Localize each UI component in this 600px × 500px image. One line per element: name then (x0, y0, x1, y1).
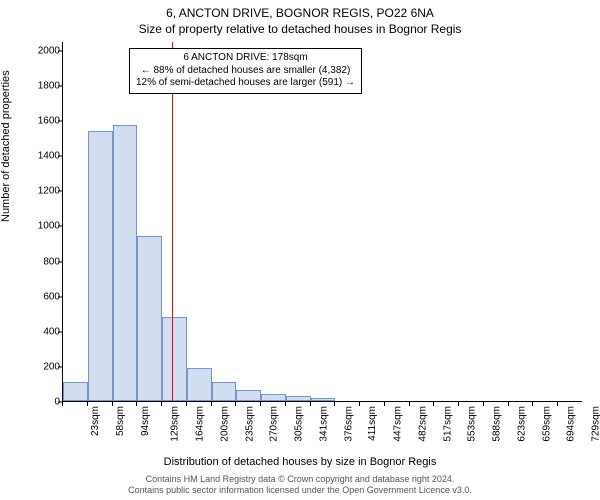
x-tick-label: 200sqm (219, 406, 230, 442)
annotation-line1: 6 ANCTON DRIVE: 178sqm (136, 52, 355, 65)
histogram-bar (88, 131, 113, 401)
x-tick-mark (508, 402, 509, 406)
y-tick-label: 2000 (0, 45, 60, 56)
histogram-bar (187, 368, 212, 401)
y-tick-label: 800 (0, 256, 60, 267)
x-tick-mark (433, 402, 434, 406)
x-tick-mark (285, 402, 286, 406)
y-tick-label: 1800 (0, 80, 60, 91)
y-tick-label: 0 (0, 397, 60, 408)
x-tick-mark (235, 402, 236, 406)
x-tick-label: 305sqm (294, 406, 305, 442)
footer-attribution: Contains HM Land Registry data © Crown c… (0, 474, 600, 497)
x-tick-mark (260, 402, 261, 406)
x-tick-mark (62, 402, 63, 406)
annotation-line3: 12% of semi-detached houses are larger (… (136, 77, 355, 90)
x-tick-mark (186, 402, 187, 406)
histogram-bar (261, 394, 286, 401)
x-tick-mark (384, 402, 385, 406)
histogram-bar (63, 382, 88, 401)
chart-title-line2: Size of property relative to detached ho… (0, 22, 600, 36)
y-tick-label: 1200 (0, 186, 60, 197)
y-tick-label: 600 (0, 291, 60, 302)
x-tick-mark (409, 402, 410, 406)
x-tick-label: 129sqm (170, 406, 181, 442)
y-tick-label: 1000 (0, 221, 60, 232)
y-tick-mark (58, 85, 62, 86)
y-tick-label: 400 (0, 326, 60, 337)
histogram-bar (162, 317, 187, 401)
x-tick-mark (87, 402, 88, 406)
footer-line2: Contains public sector information licen… (0, 485, 600, 496)
x-tick-label: 588sqm (492, 406, 503, 442)
x-tick-label: 94sqm (140, 406, 151, 436)
x-tick-label: 164sqm (195, 406, 206, 442)
x-tick-label: 23sqm (90, 406, 101, 436)
y-tick-label: 1400 (0, 151, 60, 162)
x-tick-label: 235sqm (244, 406, 255, 442)
y-tick-mark (58, 296, 62, 297)
x-tick-mark (211, 402, 212, 406)
y-tick-mark (58, 366, 62, 367)
x-tick-mark (483, 402, 484, 406)
y-tick-label: 200 (0, 361, 60, 372)
y-tick-mark (58, 121, 62, 122)
x-tick-mark (136, 402, 137, 406)
y-tick-mark (58, 226, 62, 227)
x-tick-label: 58sqm (115, 406, 126, 436)
x-tick-mark (161, 402, 162, 406)
y-tick-mark (58, 331, 62, 332)
x-tick-label: 341sqm (318, 406, 329, 442)
x-tick-mark (557, 402, 558, 406)
histogram-bar (212, 382, 237, 401)
y-tick-mark (58, 50, 62, 51)
x-tick-mark (310, 402, 311, 406)
plot-area: 6 ANCTON DRIVE: 178sqm ← 88% of detached… (62, 42, 582, 402)
x-tick-label: 517sqm (442, 406, 453, 442)
annotation-box: 6 ANCTON DRIVE: 178sqm ← 88% of detached… (129, 48, 362, 94)
x-tick-label: 376sqm (343, 406, 354, 442)
x-tick-label: 729sqm (591, 406, 600, 442)
y-tick-mark (58, 261, 62, 262)
y-tick-mark (58, 156, 62, 157)
x-tick-label: 482sqm (417, 406, 428, 442)
x-tick-label: 694sqm (566, 406, 577, 442)
x-tick-mark (334, 402, 335, 406)
chart-title-line1: 6, ANCTON DRIVE, BOGNOR REGIS, PO22 6NA (0, 6, 600, 20)
x-tick-label: 447sqm (393, 406, 404, 442)
footer-line1: Contains HM Land Registry data © Crown c… (0, 474, 600, 485)
x-tick-label: 411sqm (367, 406, 378, 441)
x-tick-mark (112, 402, 113, 406)
y-axis-label: Number of detached properties (0, 70, 12, 222)
x-tick-label: 270sqm (269, 406, 280, 442)
x-tick-label: 623sqm (517, 406, 528, 442)
x-tick-mark (532, 402, 533, 406)
y-tick-label: 1600 (0, 116, 60, 127)
histogram-bar (113, 125, 138, 401)
x-tick-mark (359, 402, 360, 406)
reference-line (172, 42, 173, 401)
annotation-line2: ← 88% of detached houses are smaller (4,… (136, 65, 355, 78)
histogram-bar (236, 390, 261, 401)
histogram-bar (286, 396, 311, 401)
x-tick-mark (458, 402, 459, 406)
histogram-bar (137, 236, 162, 401)
x-axis-label: Distribution of detached houses by size … (0, 456, 600, 468)
x-tick-label: 659sqm (541, 406, 552, 442)
x-tick-label: 553sqm (467, 406, 478, 442)
y-tick-mark (58, 191, 62, 192)
histogram-bar (311, 398, 336, 402)
